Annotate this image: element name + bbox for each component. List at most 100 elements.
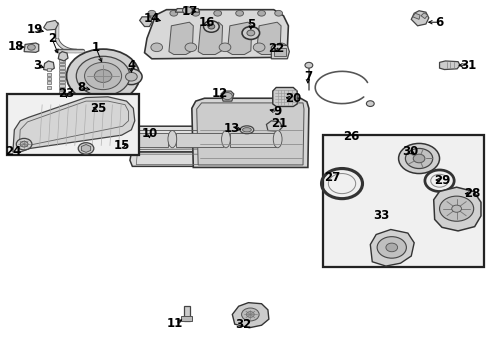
Circle shape — [242, 27, 259, 40]
Bar — [59, 66, 65, 69]
Text: 3: 3 — [33, 59, 41, 72]
Circle shape — [66, 49, 140, 103]
Circle shape — [213, 10, 221, 16]
Polygon shape — [109, 126, 298, 152]
Bar — [183, 306, 190, 320]
Polygon shape — [198, 22, 222, 54]
Polygon shape — [13, 97, 135, 152]
Text: 20: 20 — [285, 92, 301, 105]
Circle shape — [241, 308, 259, 321]
Polygon shape — [272, 87, 297, 107]
Bar — [59, 63, 65, 65]
Polygon shape — [43, 21, 58, 30]
Bar — [59, 70, 65, 72]
Polygon shape — [175, 9, 199, 12]
Circle shape — [76, 56, 130, 96]
Text: 11: 11 — [167, 317, 183, 330]
Polygon shape — [130, 152, 300, 166]
Circle shape — [305, 62, 312, 68]
Polygon shape — [24, 43, 39, 52]
Circle shape — [246, 312, 254, 318]
Text: 14: 14 — [143, 12, 160, 25]
Circle shape — [385, 243, 397, 252]
Ellipse shape — [273, 131, 282, 148]
Polygon shape — [412, 13, 419, 19]
Text: 26: 26 — [343, 130, 359, 143]
Circle shape — [219, 43, 230, 51]
Polygon shape — [256, 22, 281, 54]
Bar — [59, 81, 65, 83]
Circle shape — [203, 21, 219, 32]
Polygon shape — [221, 91, 233, 101]
Ellipse shape — [221, 131, 230, 148]
Text: 30: 30 — [401, 145, 418, 158]
Circle shape — [94, 69, 112, 82]
Text: 21: 21 — [271, 117, 287, 130]
Text: 2: 2 — [48, 32, 56, 45]
Bar — [59, 73, 65, 76]
Text: 12: 12 — [212, 87, 228, 100]
Bar — [176, 134, 222, 147]
Ellipse shape — [240, 126, 253, 134]
Circle shape — [275, 43, 286, 51]
Bar — [59, 77, 65, 80]
Bar — [46, 68, 51, 71]
Bar — [6, 94, 139, 155]
Polygon shape — [168, 22, 193, 54]
Text: 6: 6 — [434, 16, 443, 29]
Ellipse shape — [167, 131, 176, 148]
Bar — [46, 81, 51, 84]
Circle shape — [274, 10, 282, 16]
Circle shape — [182, 7, 192, 14]
Bar — [273, 48, 285, 56]
Text: 32: 32 — [235, 318, 251, 331]
Text: 22: 22 — [267, 41, 284, 54]
Ellipse shape — [113, 131, 122, 148]
Text: 19: 19 — [26, 23, 43, 36]
Bar — [46, 86, 51, 89]
Circle shape — [184, 43, 196, 51]
Circle shape — [121, 69, 142, 85]
Circle shape — [27, 44, 35, 50]
Text: 8: 8 — [77, 81, 85, 94]
Text: 13: 13 — [224, 122, 240, 135]
Circle shape — [16, 138, 32, 150]
Text: 7: 7 — [303, 69, 311, 82]
Polygon shape — [181, 316, 191, 320]
Circle shape — [20, 141, 28, 147]
Circle shape — [148, 10, 156, 16]
Polygon shape — [420, 13, 427, 19]
Text: 16: 16 — [198, 16, 214, 29]
Bar — [59, 84, 65, 87]
Circle shape — [151, 43, 162, 51]
Bar — [322, 135, 484, 267]
Polygon shape — [369, 229, 413, 266]
Text: 18: 18 — [8, 40, 24, 53]
Text: 33: 33 — [372, 209, 388, 222]
Polygon shape — [58, 51, 68, 61]
Circle shape — [253, 43, 264, 51]
Bar — [229, 134, 276, 147]
Circle shape — [169, 10, 177, 16]
Text: 15: 15 — [113, 139, 129, 152]
Polygon shape — [196, 103, 304, 165]
Polygon shape — [271, 44, 289, 59]
Bar — [46, 73, 51, 76]
Text: 5: 5 — [246, 18, 254, 31]
Circle shape — [257, 10, 265, 16]
Bar — [122, 134, 167, 147]
Text: 27: 27 — [324, 171, 340, 184]
Polygon shape — [433, 187, 480, 231]
Polygon shape — [87, 80, 104, 91]
Bar — [46, 77, 51, 80]
Circle shape — [405, 148, 432, 168]
Ellipse shape — [242, 128, 251, 132]
Text: 25: 25 — [90, 102, 106, 115]
Circle shape — [398, 143, 439, 174]
Circle shape — [222, 93, 232, 100]
Circle shape — [84, 62, 122, 90]
Text: 24: 24 — [5, 145, 21, 158]
Text: 29: 29 — [433, 174, 449, 186]
Polygon shape — [439, 61, 459, 69]
Text: 1: 1 — [92, 41, 100, 54]
